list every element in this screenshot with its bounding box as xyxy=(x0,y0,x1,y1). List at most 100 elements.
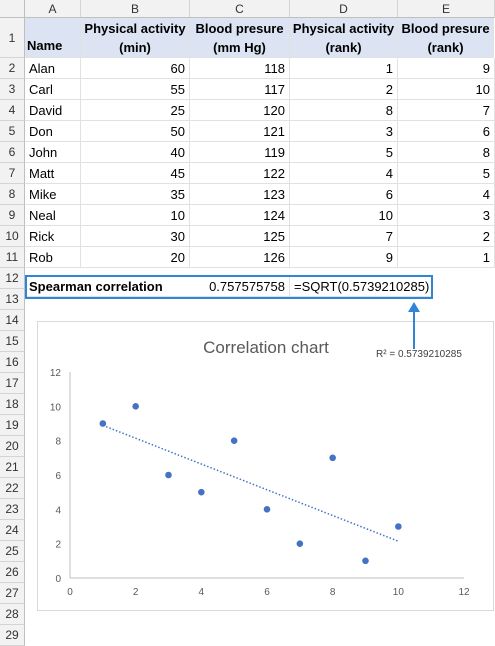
cell-name[interactable]: Don xyxy=(25,121,81,142)
cell-pressure-mmhg[interactable]: 119 xyxy=(190,142,290,163)
row-header-24[interactable]: 24 xyxy=(0,520,25,541)
cell-activity-rank[interactable]: 9 xyxy=(290,247,398,268)
cell-pressure-mmhg[interactable]: 121 xyxy=(190,121,290,142)
row-header-12[interactable]: 12 xyxy=(0,268,25,289)
cell-activity-rank[interactable]: 3 xyxy=(290,121,398,142)
cell-pressure-rank[interactable]: 3 xyxy=(398,205,495,226)
cell-activity-rank[interactable]: 10 xyxy=(290,205,398,226)
cell-name[interactable]: Neal xyxy=(25,205,81,226)
spearman-value[interactable]: 0.757575758 xyxy=(190,277,290,297)
row-header-20[interactable]: 20 xyxy=(0,436,25,457)
column-header-a[interactable]: A xyxy=(25,0,81,18)
row-header-2[interactable]: 2 xyxy=(0,58,25,79)
row-header-9[interactable]: 9 xyxy=(0,205,25,226)
cell-pressure-rank[interactable]: 6 xyxy=(398,121,495,142)
row-header-23[interactable]: 23 xyxy=(0,499,25,520)
cell-activity-min[interactable]: 45 xyxy=(81,163,190,184)
row-header-22[interactable]: 22 xyxy=(0,478,25,499)
cell-name[interactable]: David xyxy=(25,100,81,121)
cell-pressure-rank[interactable]: 10 xyxy=(398,79,495,100)
cell-name[interactable]: Alan xyxy=(25,58,81,79)
cell-pressure-mmhg[interactable]: 126 xyxy=(190,247,290,268)
cell-activity-min[interactable]: 60 xyxy=(81,58,190,79)
cell-name[interactable]: Rick xyxy=(25,226,81,247)
cell-activity-rank[interactable]: 6 xyxy=(290,184,398,205)
chart-title: Correlation chart xyxy=(203,338,329,357)
header-name[interactable]: Name xyxy=(25,18,81,58)
row-header-1[interactable]: 1 xyxy=(0,18,25,58)
cell-name[interactable]: Mike xyxy=(25,184,81,205)
cell-activity-min[interactable]: 40 xyxy=(81,142,190,163)
x-tick-label: 6 xyxy=(264,587,270,598)
cell-activity-rank[interactable]: 4 xyxy=(290,163,398,184)
select-all-corner[interactable] xyxy=(0,0,25,18)
row-header-10[interactable]: 10 xyxy=(0,226,25,247)
cell-pressure-mmhg[interactable]: 117 xyxy=(190,79,290,100)
cell-pressure-mmhg[interactable]: 118 xyxy=(190,58,290,79)
row-header-16[interactable]: 16 xyxy=(0,352,25,373)
cell-activity-min[interactable]: 25 xyxy=(81,100,190,121)
row-header-7[interactable]: 7 xyxy=(0,163,25,184)
row-header-19[interactable]: 19 xyxy=(0,415,25,436)
header-physical-activity-rank[interactable]: Physical activity (rank) xyxy=(290,18,398,58)
data-point xyxy=(132,403,139,410)
correlation-chart[interactable]: Correlation chart R² = 0.5739210285 0 2 4 6 8 1… xyxy=(37,302,494,611)
cell-activity-rank[interactable]: 8 xyxy=(290,100,398,121)
cell-pressure-mmhg[interactable]: 123 xyxy=(190,184,290,205)
cell-activity-rank[interactable]: 7 xyxy=(290,226,398,247)
cell-pressure-mmhg[interactable]: 124 xyxy=(190,205,290,226)
row-header-8[interactable]: 8 xyxy=(0,184,25,205)
cell-activity-rank[interactable]: 1 xyxy=(290,58,398,79)
row-header-15[interactable]: 15 xyxy=(0,331,25,352)
cell-pressure-mmhg[interactable]: 122 xyxy=(190,163,290,184)
row-header-26[interactable]: 26 xyxy=(0,562,25,583)
cell-pressure-rank[interactable]: 5 xyxy=(398,163,495,184)
column-header-b[interactable]: B xyxy=(81,0,190,18)
cell-name[interactable]: Rob xyxy=(25,247,81,268)
column-header-c[interactable]: C xyxy=(190,0,290,18)
cell-pressure-rank[interactable]: 4 xyxy=(398,184,495,205)
row-header-3[interactable]: 3 xyxy=(0,79,25,100)
row-header-6[interactable]: 6 xyxy=(0,142,25,163)
column-header-e[interactable]: E xyxy=(398,0,495,18)
row-header-28[interactable]: 28 xyxy=(0,604,25,625)
header-blood-pressure-mmhg[interactable]: Blood presure (mm Hg) xyxy=(190,18,290,58)
cell-pressure-rank[interactable]: 8 xyxy=(398,142,495,163)
row-header-21[interactable]: 21 xyxy=(0,457,25,478)
cell-activity-min[interactable]: 10 xyxy=(81,205,190,226)
cell-activity-rank[interactable]: 2 xyxy=(290,79,398,100)
spearman-formula[interactable]: =SQRT(0.5739210285) xyxy=(290,277,432,297)
cell-name[interactable]: John xyxy=(25,142,81,163)
row-header-5[interactable]: 5 xyxy=(0,121,25,142)
cell-pressure-mmhg[interactable]: 120 xyxy=(190,100,290,121)
cell-pressure-rank[interactable]: 2 xyxy=(398,226,495,247)
header-blood-pressure-rank[interactable]: Blood presure (rank) xyxy=(398,18,494,58)
spearman-label[interactable]: Spearman correlation xyxy=(25,277,190,297)
row-header-29[interactable]: 29 xyxy=(0,625,25,646)
cell-pressure-rank[interactable]: 7 xyxy=(398,100,495,121)
cell-activity-min[interactable]: 50 xyxy=(81,121,190,142)
column-header-d[interactable]: D xyxy=(290,0,398,18)
cell-pressure-rank[interactable]: 1 xyxy=(398,247,495,268)
row-header-13[interactable]: 13 xyxy=(0,289,25,310)
header-b-line1: Physical activity xyxy=(84,20,186,36)
cell-pressure-rank[interactable]: 9 xyxy=(398,58,495,79)
cell-name[interactable]: Carl xyxy=(25,79,81,100)
header-d-line1: Physical activity xyxy=(292,20,395,36)
header-physical-activity-min[interactable]: Physical activity (min) xyxy=(81,18,190,58)
row-header-11[interactable]: 11 xyxy=(0,247,25,268)
cell-activity-min[interactable]: 55 xyxy=(81,79,190,100)
cell-name[interactable]: Matt xyxy=(25,163,81,184)
row-header-17[interactable]: 17 xyxy=(0,373,25,394)
row-header-14[interactable]: 14 xyxy=(0,310,25,331)
chart-canvas: Correlation chart R² = 0.5739210285 0 2 4 6 8 1… xyxy=(50,302,470,598)
cell-activity-min[interactable]: 35 xyxy=(81,184,190,205)
cell-activity-rank[interactable]: 5 xyxy=(290,142,398,163)
row-header-25[interactable]: 25 xyxy=(0,541,25,562)
cell-pressure-mmhg[interactable]: 125 xyxy=(190,226,290,247)
cell-activity-min[interactable]: 20 xyxy=(81,247,190,268)
row-header-18[interactable]: 18 xyxy=(0,394,25,415)
cell-activity-min[interactable]: 30 xyxy=(81,226,190,247)
row-header-27[interactable]: 27 xyxy=(0,583,25,604)
row-header-4[interactable]: 4 xyxy=(0,100,25,121)
